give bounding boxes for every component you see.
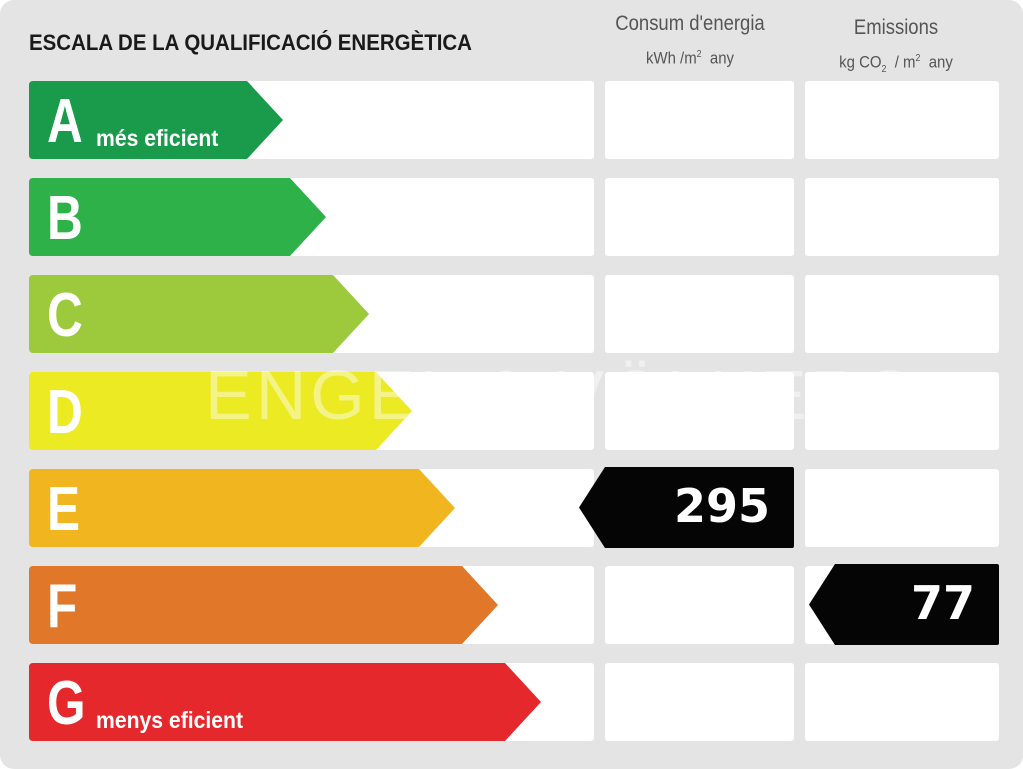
emissions-cell-d [805, 372, 999, 450]
consumption-cell-a [605, 81, 794, 159]
rating-letter-c: C [47, 281, 83, 350]
emissions-column-header: Emissions kg CO2 / m2 any [806, 16, 986, 81]
rating-arrow-c [29, 275, 369, 353]
consumption-unit-b: any [709, 48, 735, 68]
rating-note-g: menys eficient [96, 707, 244, 733]
rating-arrow-e [29, 469, 455, 547]
emissions-unit-sup: 2 [915, 53, 921, 64]
consumption-cell-d [605, 372, 794, 450]
rating-letter-f: F [47, 572, 78, 641]
emissions-cell-b [805, 178, 999, 256]
rating-arrow-f [29, 566, 498, 644]
consumption-unit-a: kWh /m [645, 48, 697, 68]
emissions-label: Emissions [853, 16, 939, 39]
consumption-value: 295 [673, 479, 770, 533]
emissions-cell-e [805, 469, 999, 547]
rating-letter-g: G [47, 669, 86, 738]
emissions-cell-g [805, 663, 999, 741]
emissions-unit-a: kg CO [839, 52, 882, 72]
consumption-column-header: Consum d'energia kWh /m2 any [600, 12, 780, 70]
consumption-unit-sup: 2 [696, 49, 702, 60]
consumption-cell-b [605, 178, 794, 256]
emissions-value: 77 [910, 576, 975, 630]
rating-arrow-b [29, 178, 326, 256]
rating-letter-a: A [47, 87, 83, 156]
consumption-label: Consum d'energia [615, 12, 765, 35]
rating-arrow-a [29, 81, 283, 159]
emissions-cell-a [805, 81, 999, 159]
emissions-unit-mid: / m [894, 52, 916, 72]
consumption-cell-g [605, 663, 794, 741]
emissions-unit-b: any [928, 52, 953, 72]
rating-letter-d: D [47, 378, 83, 447]
consumption-indicator-tag [579, 467, 794, 548]
emissions-indicator-tag [809, 564, 999, 645]
rating-note-a: més eficient [96, 125, 219, 151]
emissions-unit: kg CO2 / m2 any [817, 48, 975, 81]
rating-letter-b: B [47, 184, 83, 253]
chart-title: ESCALA DE LA QUALIFICACIÓ ENERGÈTICA [29, 30, 472, 55]
consumption-cell-f [605, 566, 794, 644]
rating-arrow-g [29, 663, 541, 741]
consumption-cell-c [605, 275, 794, 353]
consumption-unit: kWh /m2 any [611, 44, 769, 70]
rating-letter-e: E [47, 475, 81, 544]
emissions-cell-c [805, 275, 999, 353]
rating-arrow-d [29, 372, 412, 450]
emissions-unit-sub: 2 [881, 64, 887, 76]
